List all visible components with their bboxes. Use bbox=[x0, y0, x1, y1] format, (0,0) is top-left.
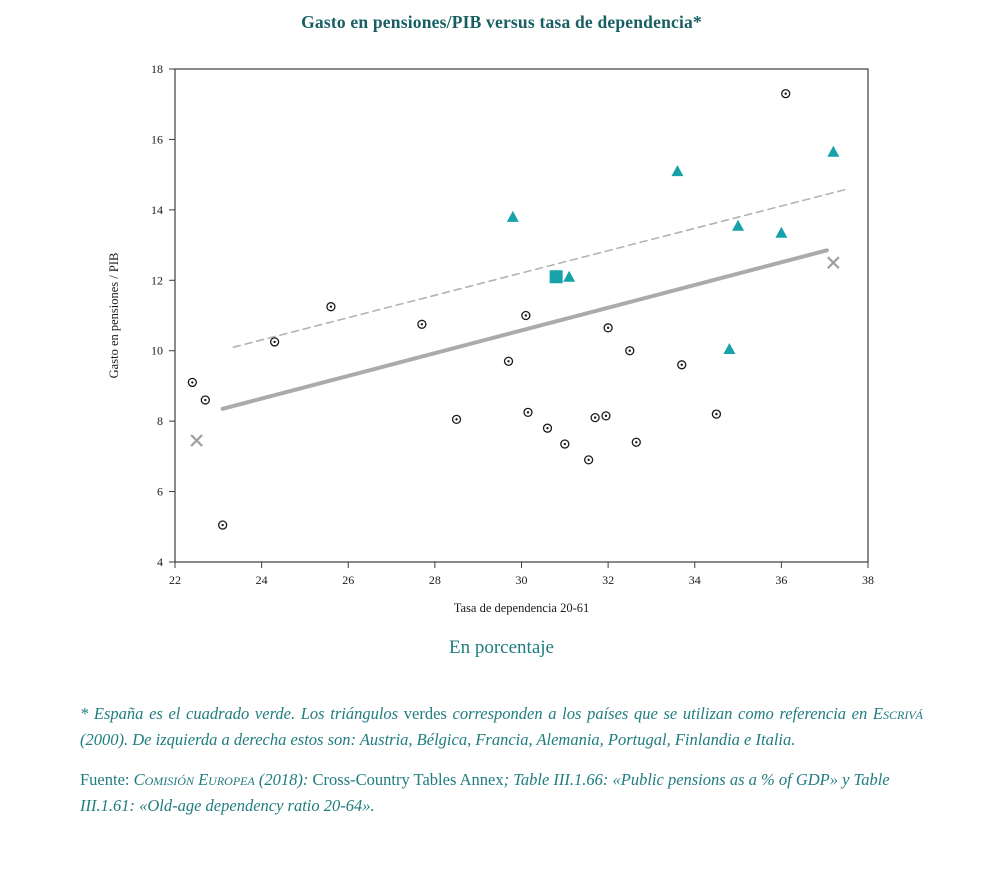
data-point-circle-dot bbox=[420, 323, 424, 326]
y-axis-tick-label: 18 bbox=[151, 62, 163, 76]
data-point-circle-dot bbox=[715, 412, 718, 416]
data-point-circle-dot bbox=[680, 363, 683, 366]
x-axis-tick-label: 22 bbox=[169, 573, 181, 587]
x-axis-tick-label: 36 bbox=[775, 573, 787, 587]
reference-country-triangle bbox=[827, 145, 840, 157]
x-axis-tick-label: 32 bbox=[602, 573, 614, 587]
y-axis-tick-label: 4 bbox=[157, 555, 163, 569]
reference-country-triangle bbox=[775, 226, 788, 238]
reference-country-triangle bbox=[563, 270, 576, 282]
footnote-text-upright: verdes bbox=[403, 704, 447, 723]
x-marker bbox=[190, 434, 203, 447]
data-point-circle-dot bbox=[273, 340, 276, 344]
x-axis-tick-label: 30 bbox=[516, 573, 528, 587]
data-point-circle-dot bbox=[593, 416, 597, 419]
reference-country-triangle bbox=[671, 165, 684, 177]
y-axis-tick-label: 6 bbox=[157, 485, 163, 499]
source-paragraph: Fuente: Comisión Europea (2018): Cross-C… bbox=[80, 767, 923, 818]
data-point-circle-dot bbox=[507, 360, 510, 363]
x-axis-title: Tasa de dependencia 20-61 bbox=[454, 601, 590, 615]
chart-units-caption: En porcentaje bbox=[449, 637, 554, 658]
data-point-circle-dot bbox=[628, 349, 631, 352]
y-axis-tick-label: 8 bbox=[157, 414, 163, 428]
footnote-paragraph: * España es el cuadrado verde. Los trián… bbox=[80, 701, 923, 752]
data-point-circle-dot bbox=[191, 381, 194, 384]
data-point-circle-dot bbox=[546, 426, 549, 430]
trend-line-dashed bbox=[232, 187, 850, 348]
x-axis-tick-label: 24 bbox=[256, 573, 268, 587]
data-point-circle-dot bbox=[204, 398, 207, 402]
x-axis-tick-label: 34 bbox=[689, 573, 701, 587]
spain-square bbox=[549, 270, 563, 284]
y-axis-title: Gasto en pensiones / PIB bbox=[107, 253, 121, 379]
data-point-circle-dot bbox=[329, 305, 333, 308]
reference-country-triangle bbox=[723, 342, 736, 354]
x-axis-tick-label: 38 bbox=[862, 573, 874, 587]
data-point-circle-dot bbox=[635, 441, 638, 444]
x-marker bbox=[827, 256, 840, 269]
data-point-circle-dot bbox=[604, 414, 608, 418]
source-tables: ; Table III.1.66: «Public pensions as a … bbox=[80, 770, 890, 816]
source-title-plain: Cross-Country Tables Annex bbox=[308, 770, 504, 790]
source-label: Fuente: bbox=[80, 770, 134, 790]
data-point-circle-dot bbox=[606, 326, 610, 330]
data-point-circle-dot bbox=[221, 523, 224, 527]
scatter-chart: 22 24 26 28 30 32 34 36 38 4 6 8 10 12 14 16 18 Tasa de d… bbox=[107, 62, 874, 615]
x-axis-tick-label: 28 bbox=[429, 573, 441, 587]
data-point-circle-dot bbox=[587, 458, 590, 462]
reference-country-triangle bbox=[506, 210, 519, 222]
chart-title: Gasto en pensiones/PIB versus tasa de de… bbox=[301, 12, 702, 32]
y-axis-tick-label: 12 bbox=[151, 273, 163, 287]
data-point-circle-dot bbox=[524, 314, 528, 317]
y-axis-tick-label: 16 bbox=[151, 132, 163, 146]
y-axis-tick-label: 10 bbox=[151, 344, 163, 358]
trend-line-solid bbox=[220, 248, 829, 411]
data-point-circle-dot bbox=[784, 92, 787, 95]
data-point-circle-dot bbox=[526, 411, 530, 414]
data-point-circle-dot bbox=[563, 442, 567, 446]
x-axis-tick-label: 26 bbox=[342, 573, 354, 587]
reference-country-triangle bbox=[732, 219, 745, 231]
y-axis-tick-label: 14 bbox=[151, 203, 163, 217]
source-organization: Comisión Europea (2018): bbox=[133, 770, 309, 790]
footnote-text-3: (2000). De izquierda a derecha estos son… bbox=[80, 729, 796, 749]
footnote-text-1: * España es el cuadrado verde. Los trián… bbox=[80, 704, 404, 723]
footnote-text-2: corresponden a los países que se utiliza… bbox=[446, 704, 873, 723]
footnote-escriva-smallcaps: Escrivá bbox=[872, 704, 923, 723]
data-point-circle-dot bbox=[455, 418, 458, 421]
